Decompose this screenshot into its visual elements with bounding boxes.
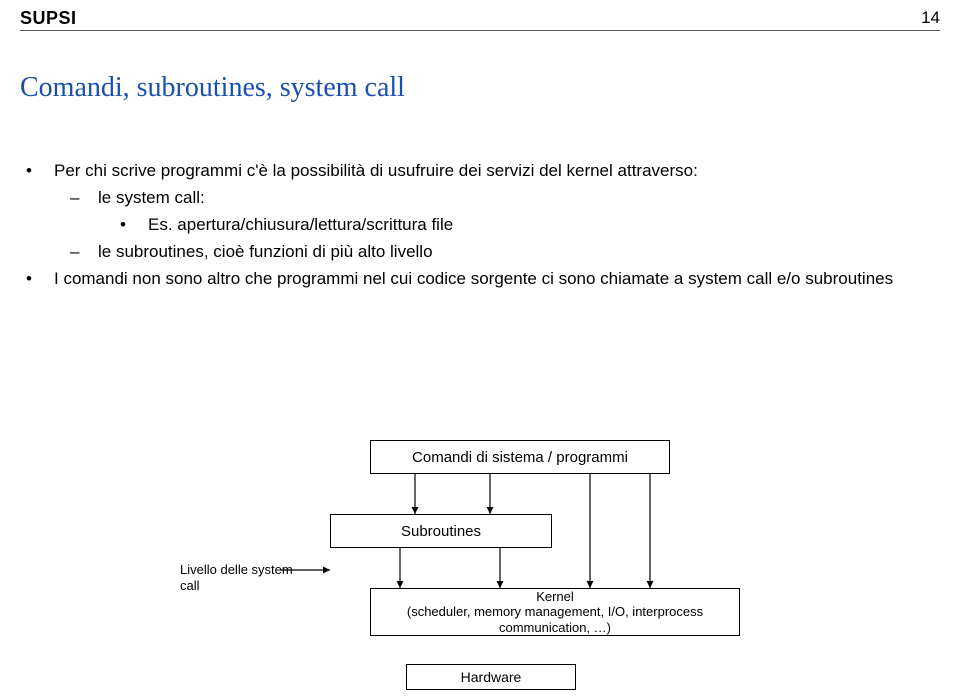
arrows-svg	[0, 440, 960, 700]
bullet-dash-icon: –	[70, 187, 98, 210]
bullet-5-text: I comandi non sono altro che programmi n…	[54, 268, 893, 291]
body-content: • Per chi scrive programmi c'è la possib…	[20, 160, 940, 295]
bullet-dash-icon: –	[70, 241, 98, 264]
bullet-5: • I comandi non sono altro che programmi…	[20, 268, 940, 291]
page-title: Comandi, subroutines, system call	[20, 72, 405, 104]
bullet-3-text: Es. apertura/chiusura/lettura/scrittura …	[148, 214, 453, 237]
bullet-dot-icon: •	[20, 160, 54, 183]
bullet-3: • Es. apertura/chiusura/lettura/scrittur…	[120, 214, 940, 237]
bullet-dot-icon: •	[120, 214, 148, 237]
bullet-2-text: le system call:	[98, 187, 205, 210]
bullet-4: – le subroutines, cioè funzioni di più a…	[70, 241, 940, 264]
logo: SUPSI	[20, 8, 77, 29]
bullet-1: • Per chi scrive programmi c'è la possib…	[20, 160, 940, 183]
bullet-2: – le system call:	[70, 187, 940, 210]
page-number: 14	[921, 8, 940, 28]
bullet-1-text: Per chi scrive programmi c'è la possibil…	[54, 160, 698, 183]
header-rule	[20, 30, 940, 31]
diagram: Comandi di sistema / programmi Subroutin…	[0, 440, 960, 680]
bullet-4-text: le subroutines, cioè funzioni di più alt…	[98, 241, 433, 264]
bullet-dot-icon: •	[20, 268, 54, 291]
